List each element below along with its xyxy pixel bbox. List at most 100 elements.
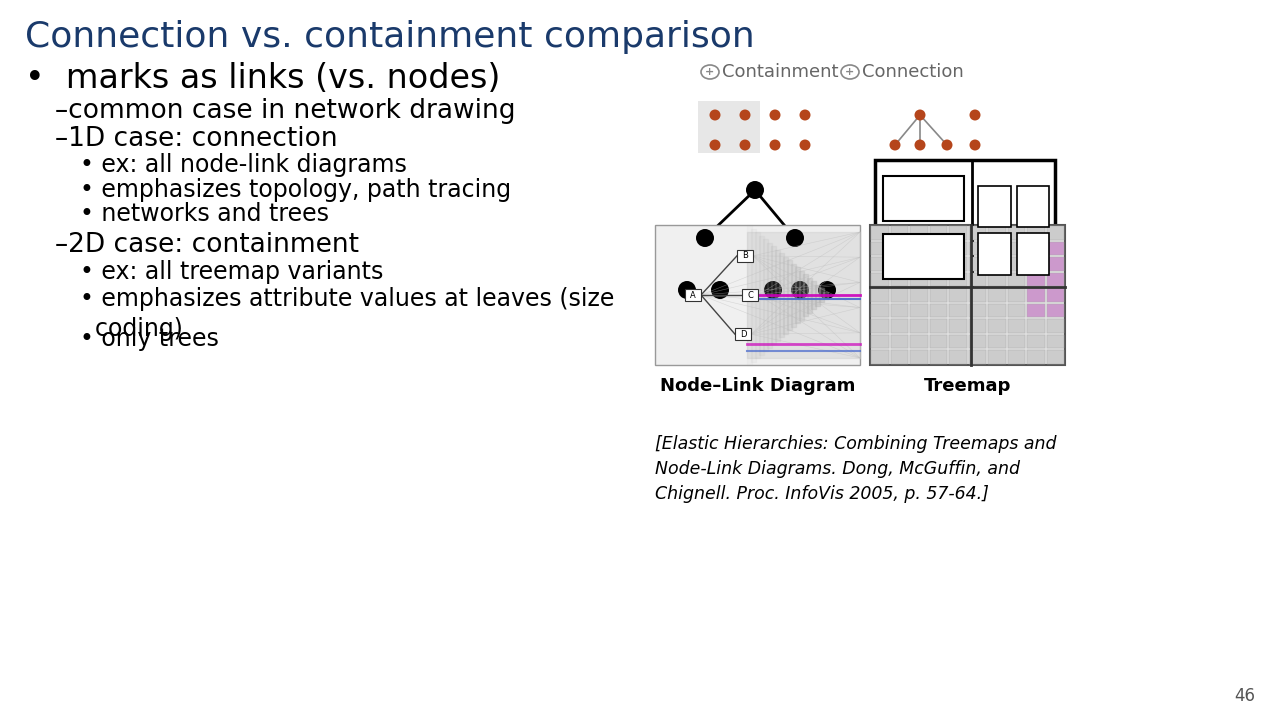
Text: • ex: all node-link diagrams: • ex: all node-link diagrams bbox=[79, 153, 407, 177]
Bar bbox=[948, 288, 966, 302]
Circle shape bbox=[969, 140, 980, 150]
Bar bbox=[737, 250, 753, 262]
Bar bbox=[988, 320, 1006, 333]
Bar bbox=[891, 304, 908, 318]
Bar bbox=[1047, 288, 1064, 302]
Circle shape bbox=[678, 281, 696, 299]
Bar bbox=[1047, 320, 1064, 333]
Circle shape bbox=[914, 140, 925, 150]
Bar bbox=[929, 320, 947, 333]
Bar bbox=[870, 320, 888, 333]
Bar bbox=[988, 288, 1006, 302]
Bar bbox=[978, 186, 1010, 227]
Circle shape bbox=[791, 281, 809, 299]
Text: A: A bbox=[690, 290, 696, 300]
Bar bbox=[910, 351, 928, 364]
Text: B: B bbox=[742, 251, 748, 261]
Text: Node–Link Diagram: Node–Link Diagram bbox=[659, 377, 855, 395]
Bar bbox=[1047, 335, 1064, 348]
Bar bbox=[948, 257, 966, 271]
Bar bbox=[929, 304, 947, 318]
Circle shape bbox=[890, 140, 901, 150]
Bar bbox=[870, 226, 888, 240]
Bar bbox=[929, 226, 947, 240]
Bar bbox=[891, 241, 908, 255]
Text: • emphasizes topology, path tracing: • emphasizes topology, path tracing bbox=[79, 178, 511, 202]
Bar bbox=[969, 304, 986, 318]
Bar bbox=[978, 233, 1010, 275]
Bar bbox=[948, 226, 966, 240]
Bar bbox=[1027, 320, 1044, 333]
Circle shape bbox=[740, 109, 750, 120]
Bar bbox=[988, 257, 1006, 271]
Bar bbox=[988, 351, 1006, 364]
Bar bbox=[1027, 241, 1044, 255]
Bar bbox=[910, 241, 928, 255]
Bar bbox=[742, 289, 758, 301]
Bar bbox=[891, 288, 908, 302]
Text: • emphasizes attribute values at leaves (size
  coding): • emphasizes attribute values at leaves … bbox=[79, 287, 614, 341]
Bar bbox=[929, 273, 947, 287]
Bar bbox=[883, 234, 964, 279]
Circle shape bbox=[696, 229, 714, 247]
Bar bbox=[870, 225, 1065, 365]
Bar bbox=[876, 160, 1055, 295]
Text: –1D case: connection: –1D case: connection bbox=[55, 126, 338, 152]
Bar bbox=[969, 351, 986, 364]
Bar bbox=[929, 335, 947, 348]
Bar bbox=[1047, 273, 1064, 287]
Bar bbox=[870, 304, 888, 318]
Bar bbox=[870, 288, 888, 302]
Text: Connection vs. containment comparison: Connection vs. containment comparison bbox=[26, 20, 755, 54]
Bar bbox=[929, 241, 947, 255]
Bar bbox=[1007, 241, 1025, 255]
Bar bbox=[988, 304, 1006, 318]
Text: Treemap: Treemap bbox=[924, 377, 1011, 395]
Bar bbox=[969, 241, 986, 255]
Bar bbox=[969, 320, 986, 333]
Bar bbox=[1047, 304, 1064, 318]
Bar bbox=[870, 241, 888, 255]
Bar bbox=[988, 335, 1006, 348]
Bar bbox=[1027, 351, 1044, 364]
Bar bbox=[891, 273, 908, 287]
Bar bbox=[1047, 226, 1064, 240]
Bar bbox=[891, 351, 908, 364]
Bar bbox=[969, 288, 986, 302]
Bar bbox=[1016, 186, 1050, 227]
Bar bbox=[1027, 226, 1044, 240]
Circle shape bbox=[769, 140, 781, 150]
Bar bbox=[1047, 351, 1064, 364]
Bar bbox=[910, 273, 928, 287]
Bar bbox=[891, 335, 908, 348]
Text: Connection: Connection bbox=[861, 63, 964, 81]
Bar bbox=[969, 226, 986, 240]
Bar bbox=[948, 241, 966, 255]
Circle shape bbox=[709, 140, 721, 150]
Circle shape bbox=[710, 281, 730, 299]
Circle shape bbox=[786, 229, 804, 247]
Bar bbox=[948, 320, 966, 333]
Text: +: + bbox=[845, 67, 855, 77]
Text: D: D bbox=[740, 330, 746, 338]
Bar bbox=[1016, 233, 1050, 275]
Text: • ex: all treemap variants: • ex: all treemap variants bbox=[79, 260, 384, 284]
Bar bbox=[910, 335, 928, 348]
Bar bbox=[1007, 335, 1025, 348]
Circle shape bbox=[800, 140, 810, 150]
Circle shape bbox=[709, 109, 721, 120]
Bar bbox=[1007, 226, 1025, 240]
Circle shape bbox=[746, 181, 764, 199]
Bar bbox=[969, 257, 986, 271]
Bar bbox=[685, 289, 701, 301]
Bar bbox=[1007, 304, 1025, 318]
Bar bbox=[1027, 273, 1044, 287]
Bar bbox=[1027, 288, 1044, 302]
Bar bbox=[698, 101, 760, 153]
Text: C: C bbox=[748, 290, 753, 300]
Bar bbox=[1027, 304, 1044, 318]
Bar bbox=[988, 273, 1006, 287]
Bar bbox=[1007, 288, 1025, 302]
Text: •  marks as links (vs. nodes): • marks as links (vs. nodes) bbox=[26, 62, 500, 95]
Circle shape bbox=[942, 140, 952, 150]
